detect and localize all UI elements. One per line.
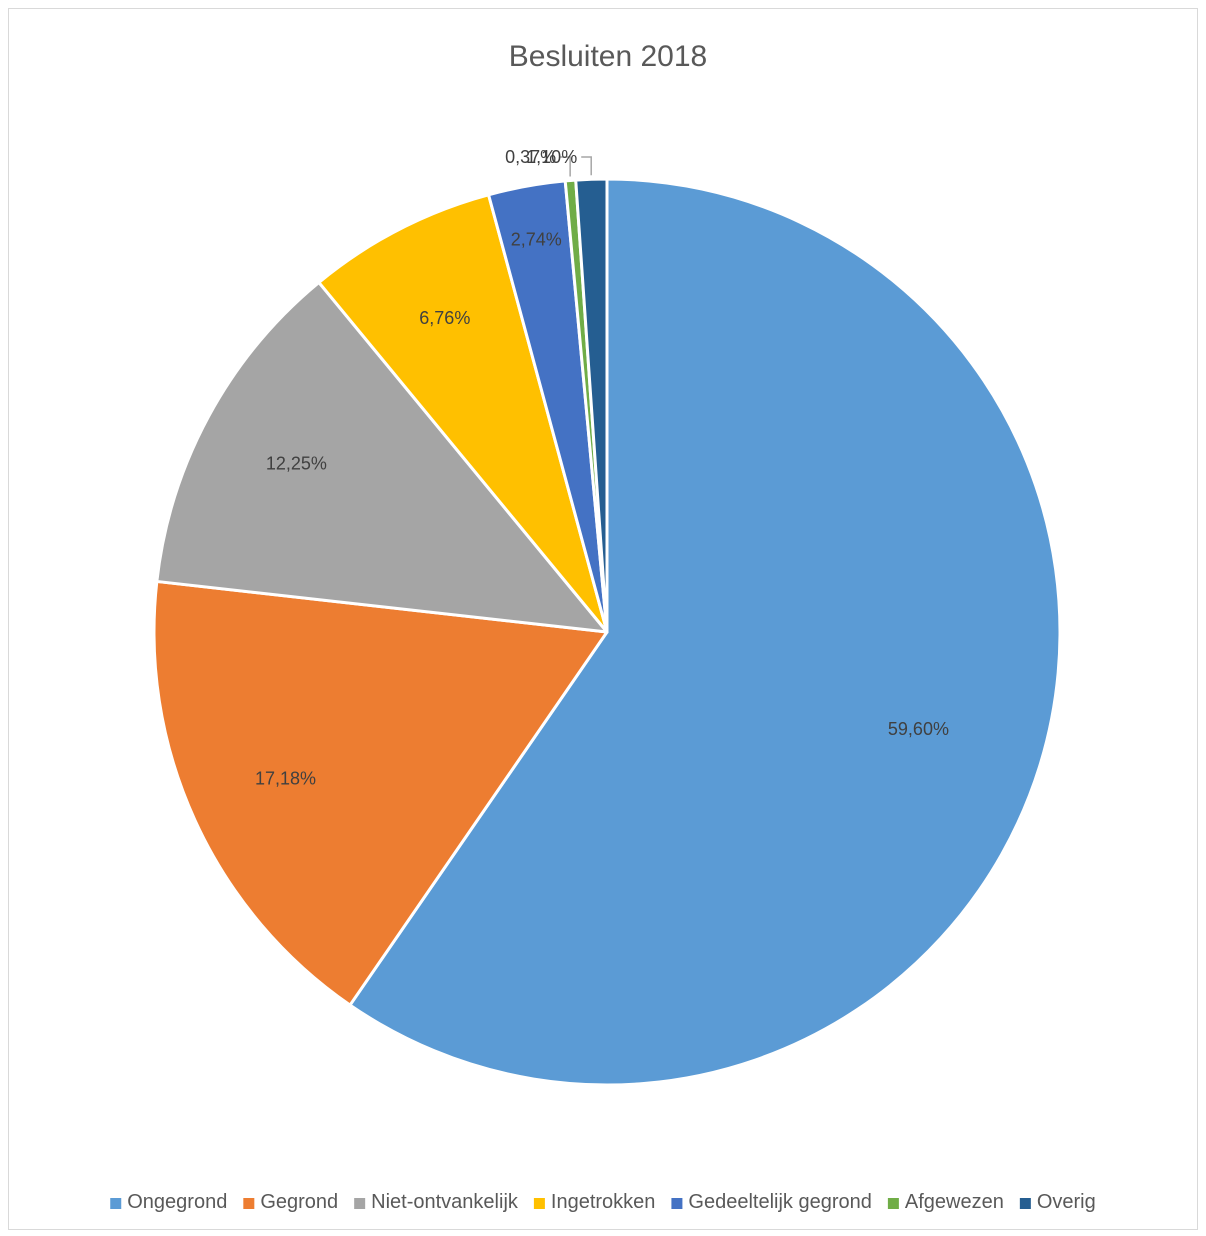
legend-item-gegrond: Gegrond <box>243 1191 338 1213</box>
pie-slice-overig <box>574 177 609 634</box>
legend-item-ongegrond: Ongegrond <box>110 1191 227 1213</box>
legend-swatch-afgewezen <box>887 1198 899 1209</box>
legend-item-gedeeltelijk-gegrond: Gedeeltelijk gegrond <box>671 1191 872 1213</box>
data-label-overig: 1,10% <box>526 147 577 167</box>
data-label-afgewezen: 0,37% <box>505 147 556 167</box>
legend-item-afgewezen: Afgewezen <box>887 1191 1004 1213</box>
data-label-ongegrond: 59,60% <box>888 719 949 739</box>
legend-swatch-gegrond <box>243 1198 255 1209</box>
legend-label-ingetrokken: Ingetrokken <box>551 1191 656 1213</box>
legend-swatch-overig <box>1019 1198 1031 1209</box>
legend-swatch-ingetrokken <box>533 1198 545 1209</box>
legend-item-ingetrokken: Ingetrokken <box>533 1191 656 1213</box>
pie-slice-gegrond <box>152 579 609 1007</box>
leader-line-overig <box>581 156 592 176</box>
data-label-niet-ontvankelijk: 12,25% <box>266 454 327 474</box>
legend-label-gegrond: Gegrond <box>260 1191 338 1213</box>
legend-label-overig: Overig <box>1037 1191 1096 1213</box>
legend-item-niet-ontvankelijk: Niet-ontvankelijk <box>354 1191 519 1213</box>
pie-slices <box>152 177 1062 1087</box>
legend-swatch-niet-ontvankelijk <box>354 1198 366 1209</box>
legend-swatch-ongegrond <box>110 1198 122 1209</box>
data-label-ingetrokken: 6,76% <box>419 308 470 328</box>
data-label-gedeeltelijk-gegrond: 2,74% <box>511 230 562 250</box>
legend-label-niet-ontvankelijk: Niet-ontvankelijk <box>371 1191 519 1213</box>
legend-swatch-gedeeltelijk-gegrond <box>671 1198 683 1209</box>
pie-slice-niet-ontvankelijk <box>155 280 609 634</box>
leader-lines <box>560 156 592 177</box>
pie-slice-ingetrokken <box>317 193 609 634</box>
leader-line-afgewezen <box>560 156 571 177</box>
pie-slice-ongegrond <box>348 177 1062 1087</box>
legend-label-afgewezen: Afgewezen <box>905 1191 1004 1213</box>
legend-item-overig: Overig <box>1019 1191 1096 1213</box>
chart-title: Besluiten 2018 <box>509 40 708 73</box>
legend: Ongegrond Gegrond Niet-ontvankelijk Ingetro… <box>110 1191 1096 1213</box>
legend-label-gedeeltelijk-gegrond: Gedeeltelijk gegrond <box>688 1191 871 1213</box>
legend-label-ongegrond: Ongegrond <box>127 1191 227 1213</box>
data-labels: 59,60% 17,18% 12,25% 6,76% 2,74% 0,37%1,10% <box>255 147 949 789</box>
data-label-gegrond: 17,18% <box>255 769 316 789</box>
